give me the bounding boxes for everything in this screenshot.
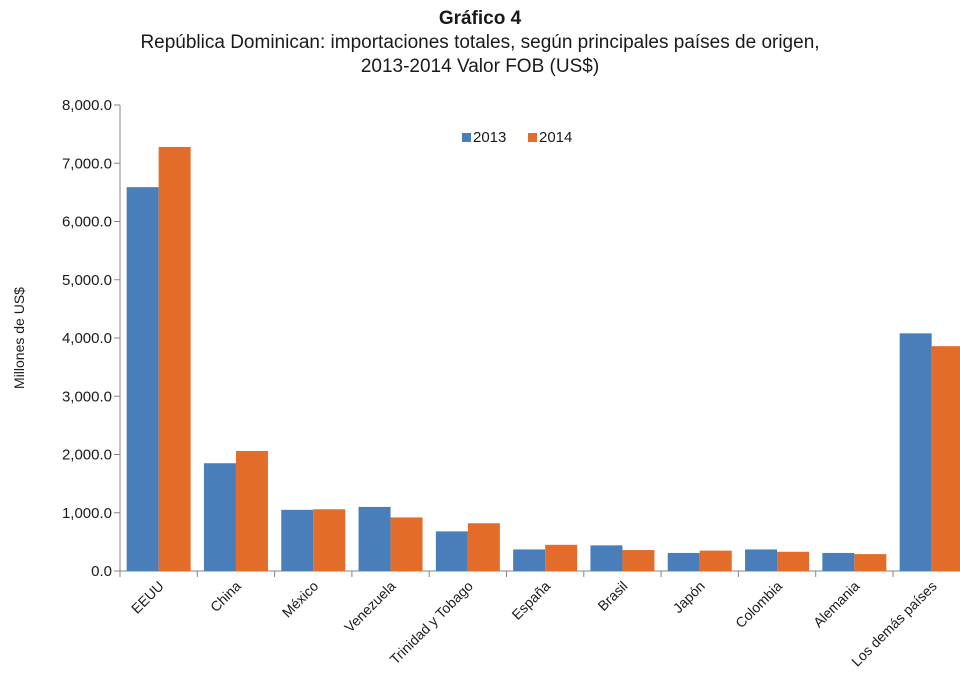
y-tick-label: 3,000.0 xyxy=(62,388,112,405)
x-tick-label: Japón xyxy=(670,578,708,616)
legend-swatch-2014 xyxy=(528,133,537,142)
y-tick-label: 5,000.0 xyxy=(62,272,112,289)
bar-2013-4 xyxy=(435,531,468,571)
x-tick-label: EEUU xyxy=(128,578,167,617)
x-tick-label: México xyxy=(279,578,322,621)
chart-subtitle-line2: 2013-2014 Valor FOB (US$) xyxy=(360,56,600,77)
y-tick-label: 6,000.0 xyxy=(62,214,112,231)
bar-2013-10 xyxy=(899,333,932,571)
bar-2014-10 xyxy=(931,346,960,571)
bar-2013-7 xyxy=(667,552,700,571)
bar-2014-5 xyxy=(545,544,578,571)
x-tick-label: Los demás países xyxy=(848,578,940,670)
y-tick-label: 7,000.0 xyxy=(62,155,112,172)
x-tick-label: Trinidad y Tobago xyxy=(387,578,477,668)
bar-2014-9 xyxy=(854,554,887,571)
x-tick-label: España xyxy=(508,578,553,623)
y-tick-label: 0.0 xyxy=(91,563,112,580)
legend-label-2013: 2013 xyxy=(473,129,506,146)
x-tick-label: Alemania xyxy=(810,578,863,631)
bar-2013-3 xyxy=(358,506,391,571)
bar-2013-9 xyxy=(822,552,855,571)
chart-title: Gráfico 4 xyxy=(438,8,522,29)
bar-2013-5 xyxy=(513,549,546,571)
y-tick-label: 2,000.0 xyxy=(62,447,112,464)
bar-2013-8 xyxy=(745,549,778,571)
bar-2013-0 xyxy=(126,187,159,571)
bar-2014-7 xyxy=(699,550,732,571)
chart-subtitle-line1: República Dominican: importaciones total… xyxy=(140,32,820,53)
x-tick-label: China xyxy=(207,578,244,615)
bar-2013-6 xyxy=(590,545,623,571)
bar-2014-0 xyxy=(158,146,191,571)
x-tick-label: Colombia xyxy=(732,578,785,631)
bar-2014-4 xyxy=(467,523,500,571)
bars-group xyxy=(126,146,960,571)
bar-2014-2 xyxy=(313,509,346,571)
bar-2013-1 xyxy=(203,463,236,571)
bar-2014-3 xyxy=(390,517,423,571)
x-tick-label: Venezuela xyxy=(341,578,399,636)
bar-2014-8 xyxy=(777,551,810,571)
bar-2014-1 xyxy=(235,451,268,571)
axes-group: 0.0 1,000.0 2,000.0 3,000.0 4,000.0 5,000.0 6,… xyxy=(62,97,960,580)
legend: 2013 2014 xyxy=(462,129,572,146)
legend-swatch-2013 xyxy=(462,133,471,142)
y-tick-label: 8,000.0 xyxy=(62,97,112,114)
y-tick-label: 4,000.0 xyxy=(62,330,112,347)
y-tick-label: 1,000.0 xyxy=(62,505,112,522)
bar-2014-6 xyxy=(622,550,655,571)
y-axis-label: Millones de US$ xyxy=(11,287,27,389)
bar-2013-2 xyxy=(281,509,314,571)
x-tick-label: Brasil xyxy=(594,578,630,614)
legend-label-2014: 2014 xyxy=(539,129,572,146)
